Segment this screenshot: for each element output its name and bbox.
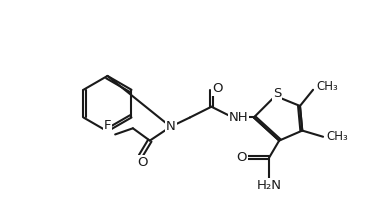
Text: O: O [236,151,247,164]
Text: O: O [137,156,147,169]
Text: N: N [166,120,176,133]
Text: CH₃: CH₃ [316,80,338,93]
Text: S: S [273,87,281,100]
Text: H₂N: H₂N [257,179,282,192]
Text: F: F [104,119,111,132]
Text: NH: NH [229,111,248,124]
Text: O: O [212,82,223,95]
Text: CH₃: CH₃ [326,130,348,143]
